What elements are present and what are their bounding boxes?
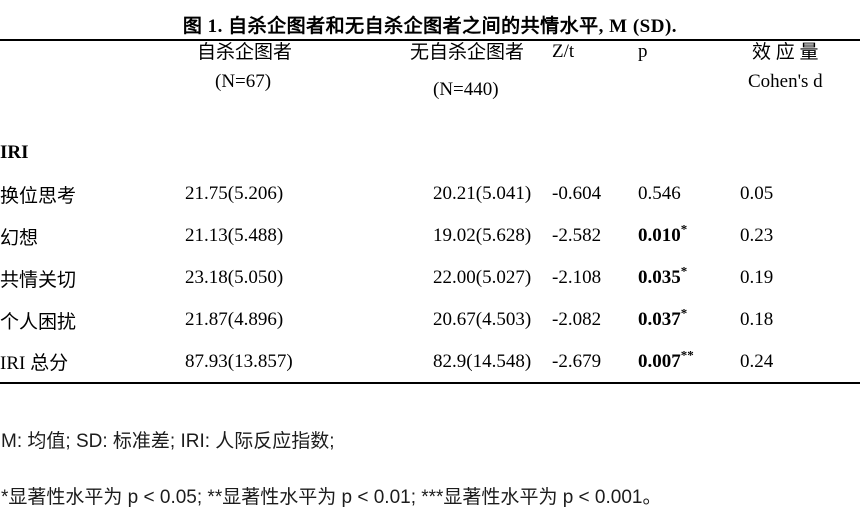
cohens-d-value: 0.18 (740, 309, 774, 330)
attempters-value: 21.13(5.488) (185, 225, 284, 246)
footnote-abbreviations: M: 均值; SD: 标准差; IRI: 人际反应指数; (1, 431, 335, 452)
header-non-attempters-n: (N=440) (433, 79, 499, 100)
header-empty-cell (0, 40, 185, 132)
zt-value: -2.082 (552, 309, 602, 330)
row-label: 个人困扰 (0, 311, 77, 333)
row-label: IRI 总分 (0, 353, 69, 374)
attempters-value: 23.18(5.050) (185, 267, 284, 288)
zt-value: -2.582 (552, 225, 602, 246)
table-row-personal-distress: 个人困扰 21.87(4.896) 20.67(4.503) -2.082 0.… (0, 299, 860, 341)
non-attempters-value: 19.02(5.628) (433, 225, 532, 246)
attempters-value: 87.93(13.857) (185, 350, 293, 372)
row-label: 换位思考 (0, 185, 77, 207)
table-section-row: IRI (0, 132, 860, 173)
cohens-d-value: 0.24 (740, 350, 774, 372)
cohens-d-value: 0.23 (740, 225, 774, 246)
table-row-iri-total: IRI 总分 87.93(13.857) 82.9(14.548) -2.679… (0, 341, 860, 383)
non-attempters-value: 20.21(5.041) (433, 183, 532, 204)
p-value: 0.035* (638, 257, 740, 299)
attempters-value: 21.75(5.206) (185, 183, 284, 204)
p-number: 0.007 (638, 350, 681, 372)
footnote-significance: *显著性水平为 p < 0.05; **显著性水平为 p < 0.01; ***… (1, 487, 662, 508)
table-footnotes: M: 均值; SD: 标准差; IRI: 人际反应指数; *显著性水平为 p <… (0, 426, 860, 509)
header-attempters-n: (N=67) (215, 71, 272, 92)
header-non-attempters: 无自杀企图者 (N=440) (410, 40, 552, 132)
header-effect-size-label: 效 应 量 (752, 42, 819, 63)
header-p: p (638, 41, 648, 62)
non-attempters-value: 20.67(4.503) (433, 309, 532, 330)
p-significance-stars: * (680, 305, 688, 321)
section-label-iri: IRI (0, 141, 29, 163)
cohens-d-value: 0.19 (740, 267, 774, 288)
p-significance-stars: ** (680, 347, 694, 363)
header-row: 自杀企图者 (N=67) 无自杀企图者 (N=440) Z/t p 效 应 量 … (0, 40, 860, 132)
p-value: 0.010* (638, 215, 740, 257)
row-label: 共情关切 (0, 269, 77, 291)
p-value: 0.037* (638, 299, 740, 341)
empathy-stats-table: 自杀企图者 (N=67) 无自杀企图者 (N=440) Z/t p 效 应 量 … (0, 39, 860, 384)
header-effect-size: 效 应 量 Cohen's d (740, 40, 860, 132)
p-significance-stars: * (680, 263, 688, 279)
p-value: 0.546 (638, 173, 740, 215)
non-attempters-value: 82.9(14.548) (433, 350, 532, 372)
zt-value: -2.679 (552, 350, 602, 372)
header-attempters: 自杀企图者 (N=67) (185, 40, 433, 132)
zt-value: -2.108 (552, 267, 602, 288)
figure-title: 图 1. 自杀企图者和无自杀企图者之间的共情水平, M (SD). (182, 16, 678, 37)
header-attempters-label: 自杀企图者 (197, 42, 293, 63)
p-number: 0.546 (638, 183, 681, 204)
table-row-empathic-concern: 共情关切 23.18(5.050) 22.00(5.027) -2.108 0.… (0, 257, 860, 299)
header-zt: Z/t (552, 41, 575, 62)
p-number: 0.037 (638, 309, 681, 330)
header-cohens-d-label: Cohen's d (748, 71, 823, 92)
p-significance-stars: * (680, 221, 688, 237)
table-row-perspective-taking: 换位思考 21.75(5.206) 20.21(5.041) -0.604 0.… (0, 173, 860, 215)
table-row-fantasy: 幻想 21.13(5.488) 19.02(5.628) -2.582 0.01… (0, 215, 860, 257)
cohens-d-value: 0.05 (740, 183, 774, 204)
non-attempters-value: 22.00(5.027) (433, 267, 532, 288)
p-number: 0.010 (638, 225, 681, 246)
attempters-value: 21.87(4.896) (185, 309, 284, 330)
zt-value: -0.604 (552, 183, 602, 204)
header-non-attempters-label: 无自杀企图者 (410, 42, 525, 63)
p-number: 0.035 (638, 267, 681, 288)
row-label: 幻想 (0, 227, 39, 249)
p-value: 0.007** (638, 341, 740, 383)
